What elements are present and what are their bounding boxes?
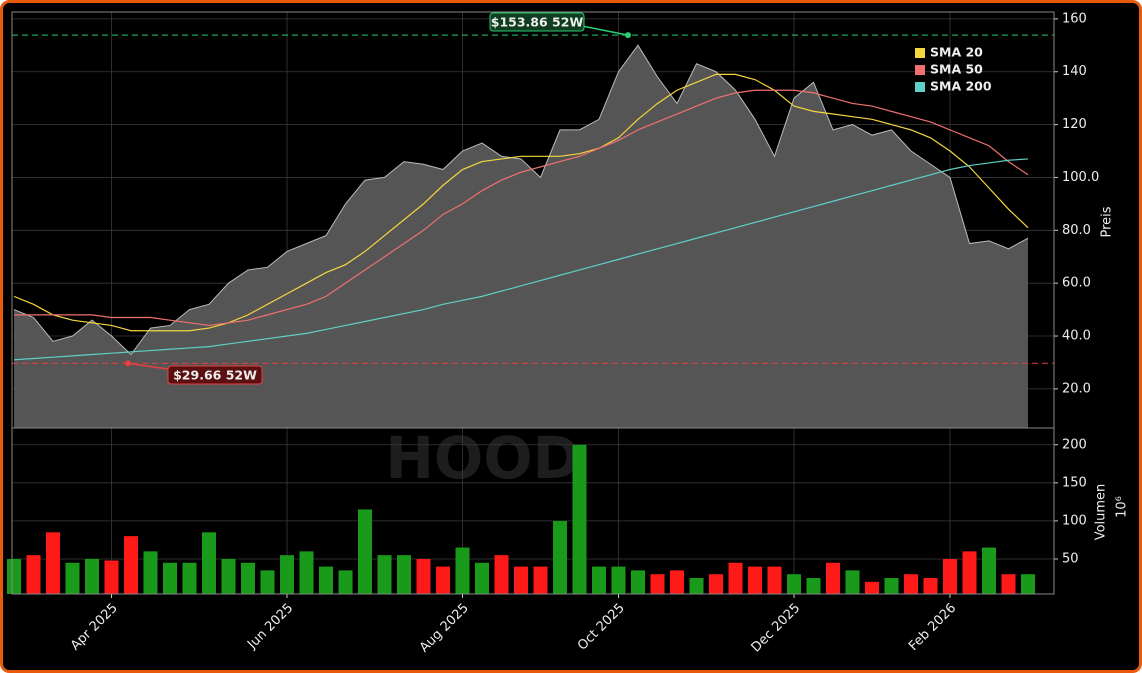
- y-tick-label: 20.0: [1062, 381, 1091, 396]
- watermark: HOOD: [385, 424, 580, 492]
- volume-bar: [553, 520, 567, 594]
- volume-bar: [416, 558, 431, 594]
- arrow: [127, 362, 176, 371]
- y-tick-label: 140: [1062, 64, 1087, 79]
- volume-bar: [787, 574, 801, 594]
- arrow-head: [625, 32, 631, 39]
- volume-bar: [182, 562, 197, 594]
- volume-bar: [826, 562, 840, 594]
- volume-bar: [124, 536, 138, 594]
- volume-bar: [7, 558, 21, 594]
- volume-bar: [514, 566, 528, 594]
- y-tick-label: 50: [1062, 551, 1079, 566]
- volume-bar: [280, 555, 294, 594]
- volume-bar: [241, 562, 255, 594]
- y-tick-label: 60.0: [1062, 276, 1091, 291]
- volume-bar: [455, 547, 470, 594]
- volume-bar: [475, 562, 489, 594]
- volume-bar: [670, 570, 684, 594]
- annotation-label: $153.86 52W: [491, 15, 584, 30]
- price-line: [13, 44, 1029, 356]
- volume-bar: [962, 551, 977, 594]
- y-tick-label: 150: [1062, 475, 1087, 490]
- volume-bar: [904, 574, 918, 594]
- y-tick-label: 80.0: [1062, 223, 1091, 238]
- volume-bar: [572, 444, 587, 594]
- sma-line: [14, 89, 1029, 327]
- volume-bar: [299, 551, 314, 594]
- legend-swatch: [915, 82, 925, 92]
- volume-bar: [1021, 574, 1035, 594]
- volume-bar: [26, 555, 41, 594]
- volume-bar: [806, 578, 821, 594]
- arrow-head: [125, 360, 131, 367]
- volume-bar: [1001, 574, 1016, 594]
- volume-bar: [358, 509, 372, 594]
- volume-bar: [104, 560, 119, 594]
- y-tick-label: 160: [1062, 11, 1087, 26]
- arrow: [581, 25, 629, 36]
- volume-bar: [85, 558, 99, 594]
- volume-bar: [338, 570, 353, 594]
- volume-bar: [436, 566, 450, 594]
- volume-bar: [865, 581, 879, 594]
- volume-bar: [884, 578, 899, 594]
- price-area: [14, 45, 1028, 428]
- legend-swatch: [915, 65, 925, 75]
- volume-bar: [397, 555, 411, 594]
- volume-bar: [46, 532, 60, 594]
- y-axis-label: Preis: [1100, 206, 1115, 237]
- legend-label: SMA 50: [930, 62, 983, 77]
- legend-label: SMA 200: [930, 79, 992, 94]
- volume-bar: [202, 532, 216, 594]
- legend-swatch: [915, 48, 925, 58]
- volume-bar: [943, 558, 957, 594]
- volume-bar: [631, 570, 645, 594]
- volume-bar: [689, 578, 704, 594]
- legend-label: SMA 20: [930, 45, 983, 60]
- volume-bar: [260, 570, 275, 594]
- annotation-box: [489, 12, 585, 32]
- y-tick-label: 120: [1062, 117, 1087, 132]
- volume-bar: [845, 570, 860, 594]
- volume-bar: [494, 555, 509, 594]
- y-tick-label: 200: [1062, 437, 1087, 452]
- volume-bar: [163, 562, 177, 594]
- y-tick-label: 100: [1062, 513, 1087, 528]
- volume-bar: [65, 562, 80, 594]
- volume-bar: [650, 574, 665, 594]
- volume-bar: [377, 555, 392, 594]
- y-axis-label: Volumen: [1094, 484, 1109, 541]
- panel-border: [11, 427, 1055, 595]
- sma-line: [13, 158, 1029, 361]
- annotation-box: [167, 365, 263, 385]
- volume-bar: [221, 558, 236, 594]
- volume-bar: [319, 566, 333, 594]
- volume-bar: [592, 566, 606, 594]
- sma-line: [13, 73, 1029, 332]
- volume-bar: [982, 547, 996, 594]
- offset-label: 10⁶: [1115, 496, 1130, 518]
- volume-bar: [767, 566, 782, 594]
- volume-bar: [533, 566, 548, 594]
- y-tick-label: 100.0: [1062, 170, 1099, 185]
- volume-bar: [923, 578, 938, 594]
- annotation-label: $29.66 52W: [173, 368, 257, 383]
- volume-bar: [143, 551, 158, 594]
- volume-bar: [748, 566, 762, 594]
- volume-bar: [728, 562, 743, 594]
- y-tick-label: 40.0: [1062, 329, 1091, 344]
- volume-bar: [709, 574, 723, 594]
- volume-bar: [611, 566, 626, 594]
